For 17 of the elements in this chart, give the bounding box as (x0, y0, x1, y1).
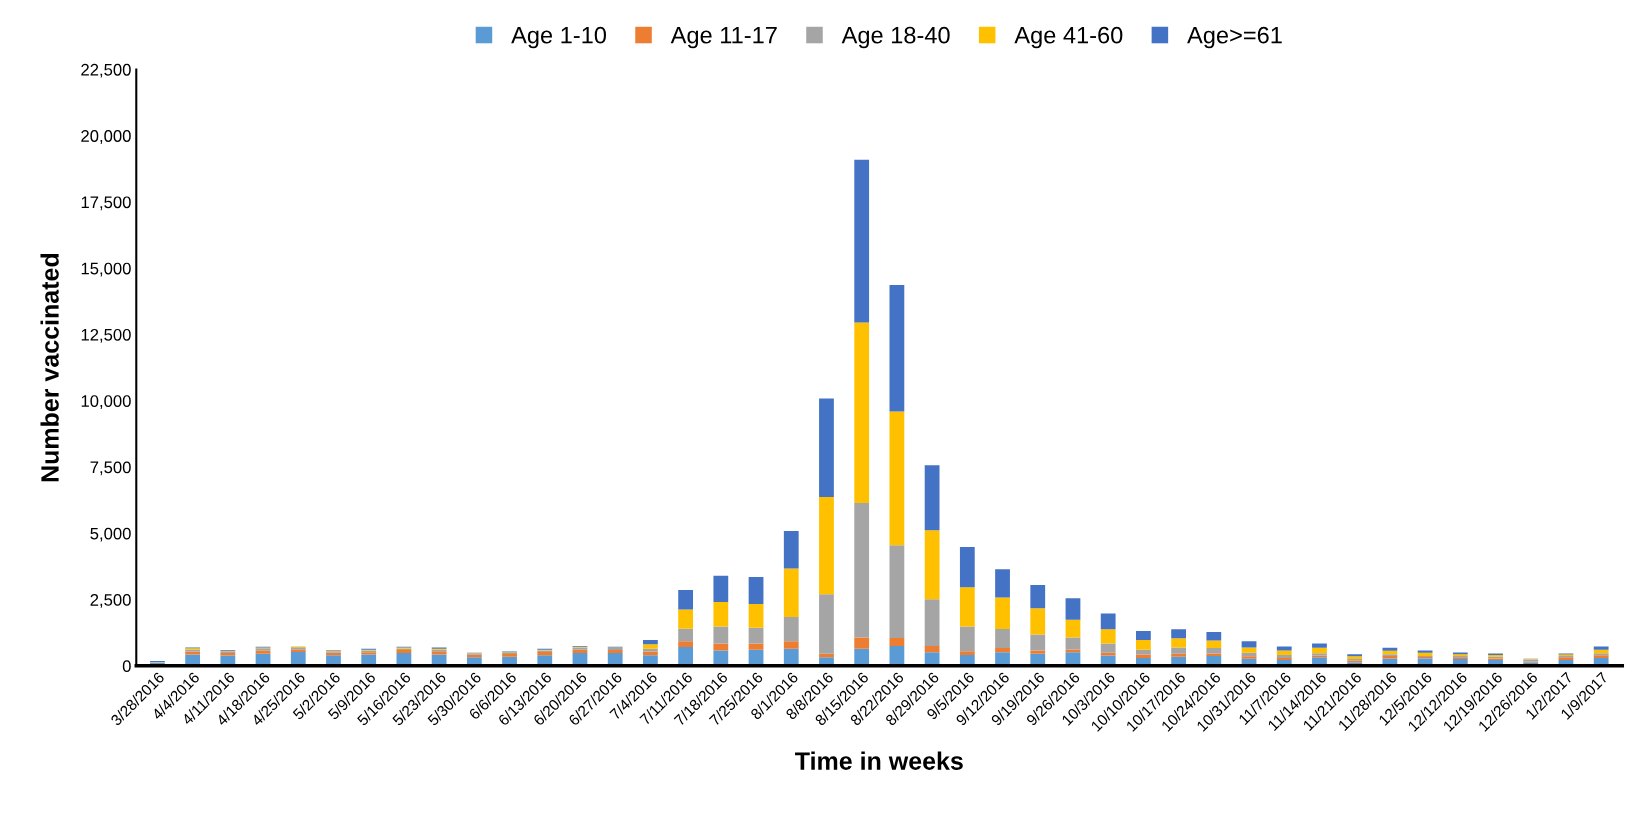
y-tick-label: 12,500 (81, 328, 131, 343)
y-tick-label: 20,000 (81, 130, 131, 144)
legend-label: Age 11-17 (670, 27, 777, 49)
legend-label: Age 18-40 (841, 26, 950, 49)
legend-label: Age>=61 (1187, 26, 1282, 49)
y-tick-label: 7,500 (90, 461, 131, 476)
y-tick-label: 22,500 (81, 63, 131, 78)
x-axis-title: Time in weeks (795, 751, 963, 770)
legend-label: Age 41-60 (1014, 26, 1123, 49)
y-tick-label: 5,000 (90, 527, 131, 542)
y-axis-title: Number vaccinated (40, 253, 59, 482)
y-tick-label: 2,500 (90, 593, 131, 608)
y-tick-label: 0 (122, 660, 131, 673)
y-tick-label: 10,000 (81, 395, 131, 409)
legend-label: Age 1-10 (511, 26, 607, 49)
y-tick-label: 15,000 (81, 262, 131, 277)
y-tick-label: 17,500 (81, 196, 131, 211)
